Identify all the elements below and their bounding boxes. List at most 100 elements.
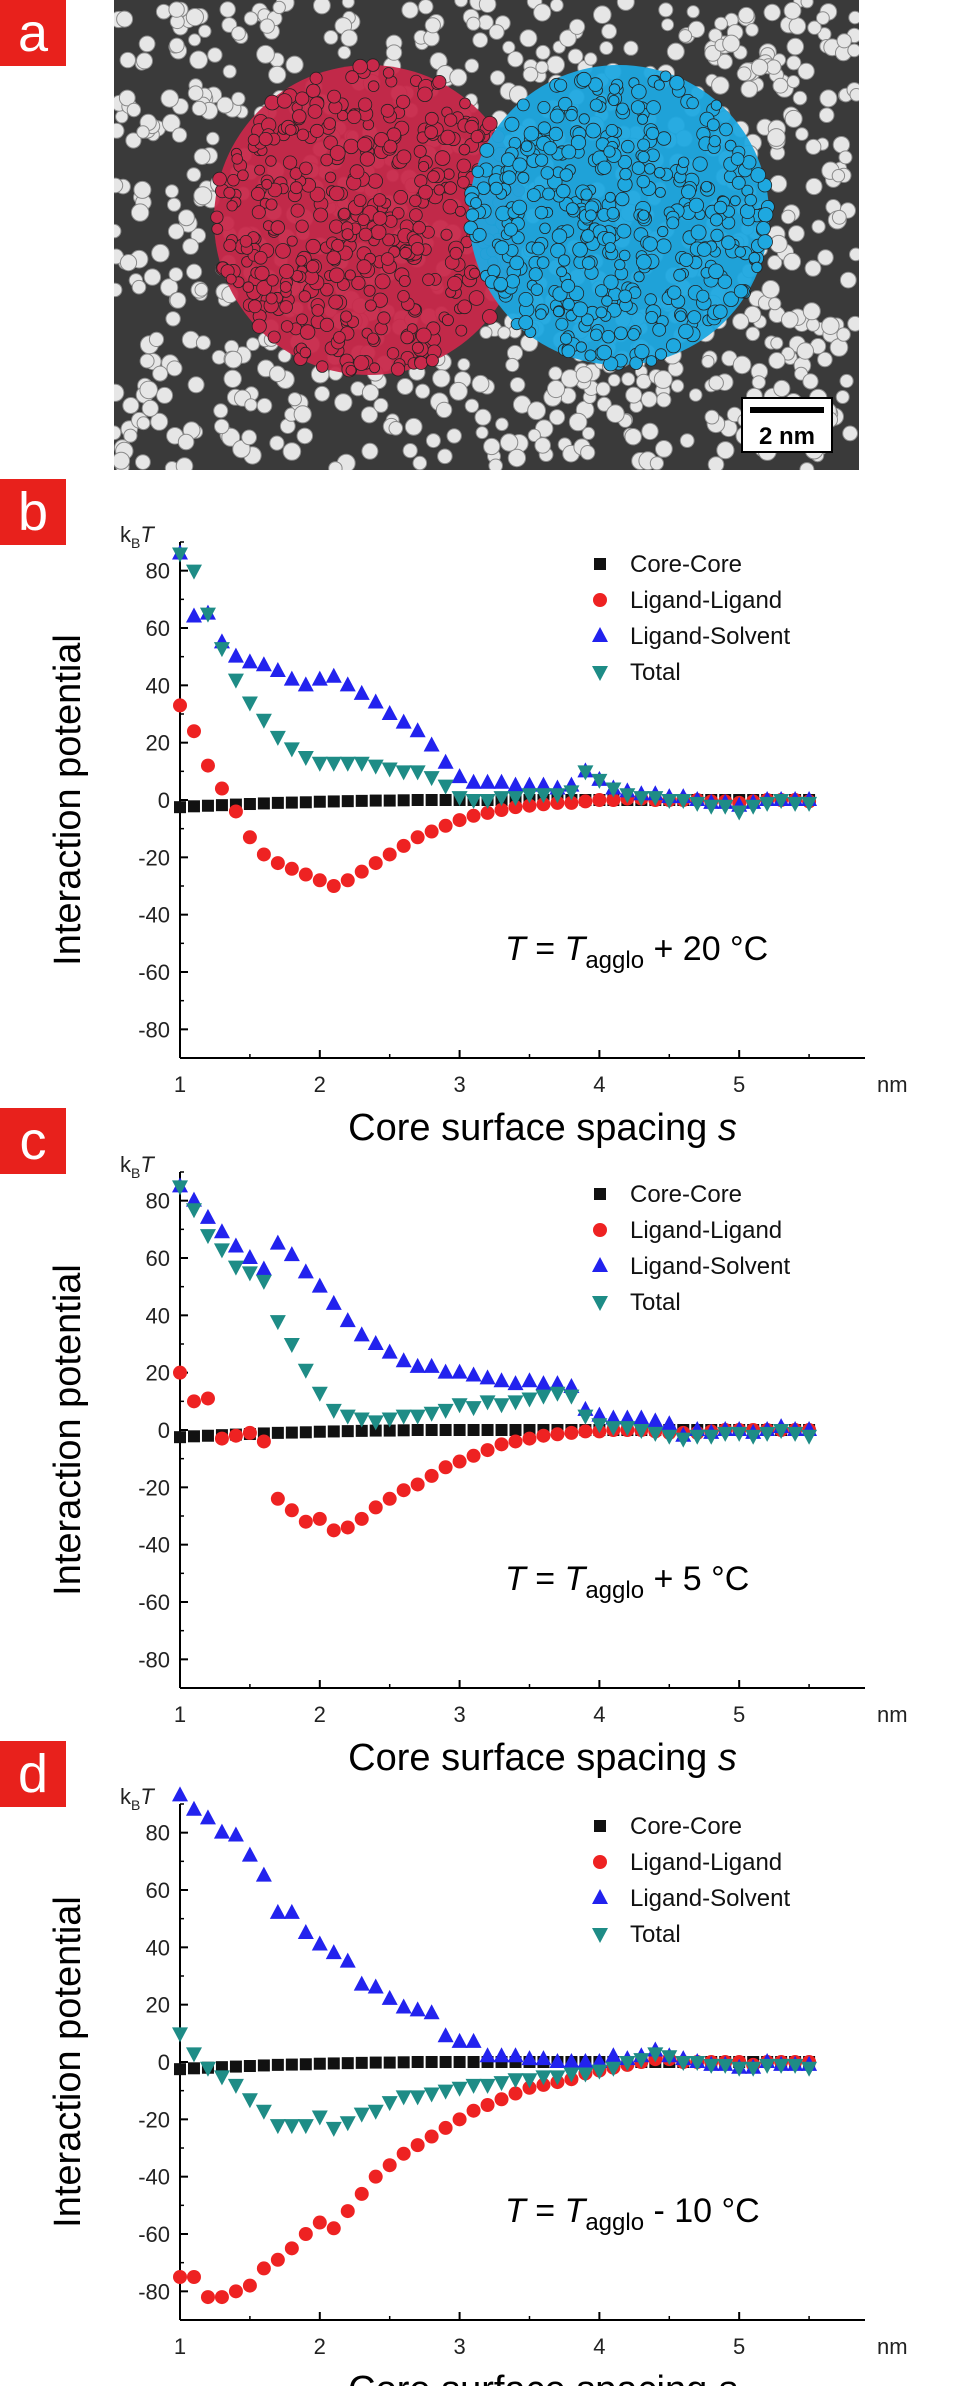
ligand-bead: [645, 355, 658, 367]
ligand-bead: [465, 208, 480, 222]
ligand-bead: [482, 309, 498, 325]
ligand-bead: [553, 78, 568, 92]
data-point: [521, 788, 538, 804]
data-point: [425, 1424, 438, 1436]
ligand-bead: [666, 216, 680, 230]
data-point: [424, 824, 439, 839]
series-total: [172, 547, 818, 821]
data-point: [536, 1428, 551, 1443]
solvent-bead: [168, 267, 184, 282]
solvent-bead: [185, 8, 205, 27]
data-point: [367, 759, 384, 775]
ligand-bead: [494, 240, 510, 256]
ligand-bead: [756, 221, 771, 236]
data-point: [214, 1431, 229, 1446]
ligand-bead: [313, 207, 329, 223]
ligand-bead: [601, 330, 616, 344]
solvent-bead: [123, 428, 138, 443]
ligand-bead: [352, 58, 368, 75]
solvent-bead: [141, 399, 159, 417]
ligand-bead: [581, 256, 596, 270]
ligand-bead: [629, 356, 643, 370]
solvent-bead: [606, 404, 625, 424]
data-point: [382, 2158, 397, 2173]
ligand-bead: [523, 125, 540, 142]
ligand-bead: [543, 141, 558, 156]
solvent-bead: [792, 90, 808, 106]
y-tick-label: -20: [138, 1475, 170, 1500]
solvent-bead: [167, 197, 182, 212]
legend-label: Ligand-Ligand: [630, 587, 782, 614]
data-point: [425, 794, 438, 806]
data-point: [717, 1426, 734, 1442]
ligand-bead: [227, 173, 240, 187]
ligand-bead: [536, 256, 550, 269]
solvent-bead: [818, 107, 835, 123]
data-point: [327, 1425, 340, 1438]
data-point: [606, 793, 621, 807]
data-point: [494, 2092, 509, 2107]
ligand-bead: [290, 203, 305, 218]
solvent-bead: [836, 327, 851, 342]
ligand-bead: [383, 139, 398, 154]
data-point: [200, 1391, 215, 1406]
y-tick-label: -20: [138, 845, 170, 870]
ligand-bead: [253, 250, 268, 265]
ligand-bead: [534, 205, 549, 220]
solvent-bead: [177, 433, 195, 451]
data-point: [619, 2056, 636, 2071]
data-point: [494, 803, 509, 818]
data-point: [186, 724, 201, 739]
data-point: [311, 670, 328, 686]
data-point: [437, 753, 454, 769]
data-point: [395, 765, 412, 781]
ligand-bead: [299, 324, 316, 340]
solvent-bead: [806, 318, 820, 332]
data-point: [242, 830, 257, 845]
ligand-bead: [323, 117, 337, 130]
ligand-bead: [517, 171, 530, 184]
solvent-bead: [817, 249, 834, 266]
data-point: [199, 1809, 216, 1825]
ligand-bead: [734, 246, 747, 258]
ligand-bead: [390, 362, 406, 377]
solvent-bead: [341, 0, 355, 9]
data-point: [397, 2056, 410, 2069]
ligand-bead: [457, 176, 470, 189]
ligand-bead: [411, 341, 424, 354]
solvent-bead: [119, 254, 138, 272]
solvent-bead: [488, 458, 503, 470]
solvent-bead: [475, 426, 489, 440]
ligand-bead: [597, 160, 612, 175]
ligand-bead: [700, 180, 713, 193]
data-point: [227, 1826, 244, 1842]
solvent-bead: [114, 451, 131, 470]
solvent-bead: [575, 366, 593, 384]
solvent-bead: [768, 297, 782, 311]
data-point: [174, 801, 186, 814]
ligand-bead: [653, 79, 665, 91]
data-point: [185, 2047, 202, 2063]
data-point: [396, 1483, 411, 1498]
data-point: [439, 1424, 452, 1436]
data-point: [340, 2204, 355, 2219]
data-point: [423, 2004, 440, 2020]
x-unit-label: nm: [877, 1072, 908, 1097]
data-point: [423, 2087, 440, 2103]
data-point: [689, 796, 706, 812]
y-tick-label: 40: [146, 1935, 170, 1960]
data-point: [383, 2056, 396, 2069]
solvent-bead: [580, 445, 596, 461]
data-point: [297, 1924, 314, 1939]
data-point: [507, 2047, 524, 2063]
solvent-bead: [136, 52, 153, 70]
legend-marker: [592, 1257, 608, 1272]
data-point: [493, 773, 510, 789]
ligand-bead: [331, 238, 345, 252]
data-point: [187, 800, 200, 813]
ligand-bead: [320, 153, 334, 167]
ligand-bead: [307, 104, 323, 119]
data-point: [423, 771, 440, 787]
solvent-bead: [361, 442, 379, 460]
data-point: [381, 1412, 398, 1428]
